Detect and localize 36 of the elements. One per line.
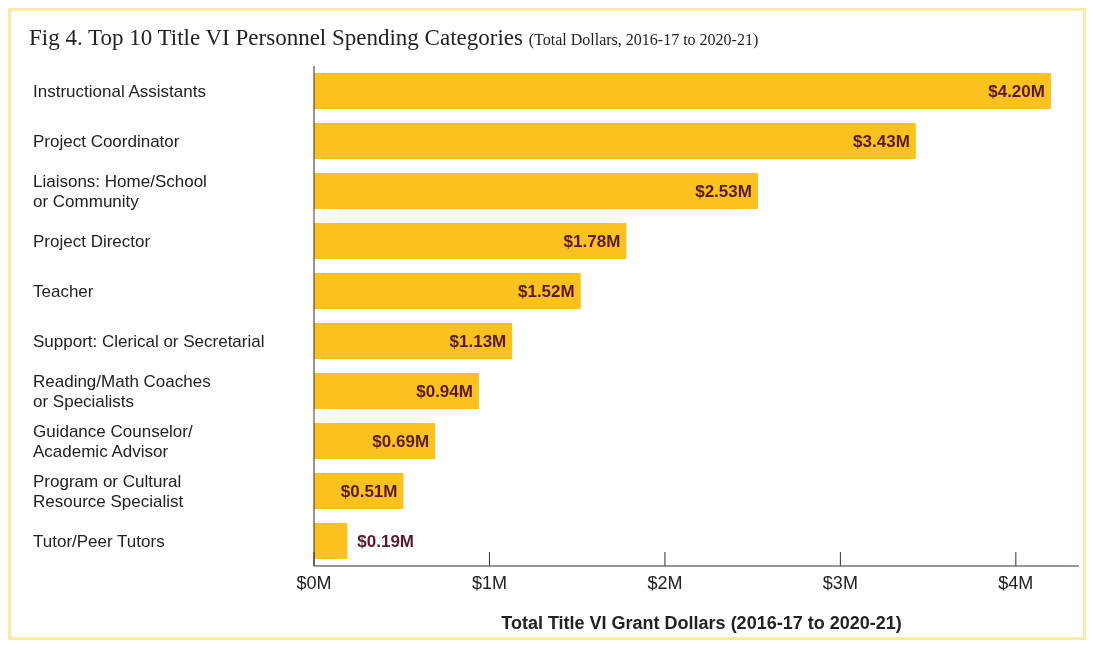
bar — [314, 223, 627, 259]
x-tick-label: $0M — [296, 572, 332, 593]
bar — [314, 173, 758, 209]
x-tick-label: $3M — [822, 572, 858, 593]
bar — [314, 273, 581, 309]
x-tick-label: $1M — [471, 572, 507, 593]
data-label: $0.19M — [357, 532, 415, 551]
y-tick-label: Program or Cultural Resource Specialist — [33, 472, 184, 511]
chart-title: Fig 4. Top 10 Title VI Personnel Spending Categories — [29, 25, 523, 50]
data-label: $1.52M — [517, 282, 575, 301]
y-tick-label: Teacher — [33, 282, 94, 301]
data-label: $4.20M — [988, 82, 1045, 101]
x-tick-label: $2M — [647, 572, 683, 593]
data-label: $1.78M — [563, 232, 621, 251]
y-tick-label: Project Director — [33, 232, 151, 251]
data-label: $0.94M — [416, 382, 473, 401]
data-label: $0.69M — [372, 432, 430, 451]
bar — [314, 523, 348, 559]
data-label: $0.51M — [340, 482, 398, 501]
bar — [314, 123, 916, 159]
chart-subtitle: (Total Dollars, 2016-17 to 2020-21) — [528, 31, 759, 48]
y-tick-label: Project Coordinator — [33, 132, 180, 151]
bar — [314, 323, 513, 359]
data-label: $2.53M — [695, 182, 752, 201]
y-tick-label: Reading/Math Coaches or Specialists — [33, 372, 211, 411]
y-tick-label: Instructional Assistants — [33, 82, 206, 101]
y-tick-label: Tutor/Peer Tutors — [33, 532, 165, 551]
data-label: $1.13M — [449, 332, 507, 351]
y-tick-label: Liaisons: Home/School or Community — [33, 172, 207, 211]
bar — [314, 373, 479, 409]
y-tick-label: Support: Clerical or Secretarial — [33, 332, 265, 351]
y-tick-label: Guidance Counselor/ Academic Advisor — [33, 422, 193, 461]
x-axis-title: Total Title VI Grant Dollars (2016-17 to 2020-21) — [500, 613, 903, 634]
bar — [314, 73, 1051, 109]
data-label: $3.43M — [853, 132, 910, 151]
x-tick-label: $4M — [998, 572, 1034, 593]
